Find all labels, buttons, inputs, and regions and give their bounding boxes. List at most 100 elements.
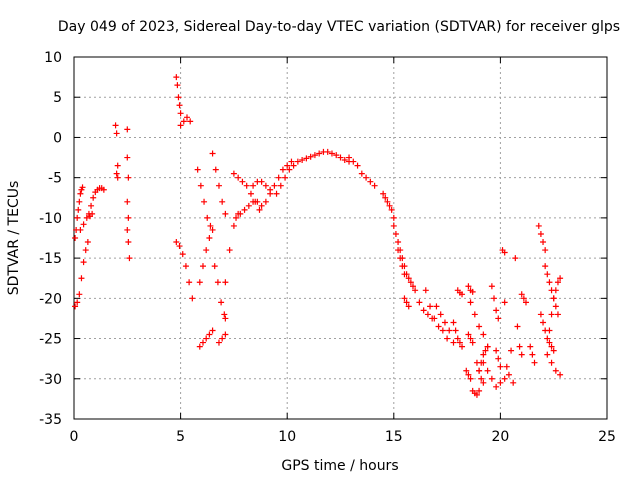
data-point (72, 235, 79, 241)
data-point (282, 174, 289, 181)
data-point (226, 247, 233, 254)
data-point (247, 190, 254, 197)
data-point (182, 263, 189, 270)
data-point (186, 279, 193, 286)
data-point (508, 347, 515, 354)
data-point (529, 351, 536, 358)
data-point (207, 222, 214, 229)
data-point (471, 311, 478, 318)
data-point (480, 379, 487, 386)
data-point (288, 158, 295, 165)
data-point (397, 255, 404, 262)
data-point (367, 178, 374, 185)
data-point (395, 239, 402, 246)
data-point (476, 387, 483, 394)
data-point (542, 263, 549, 270)
data-point (173, 239, 180, 246)
data-point (174, 82, 181, 89)
data-point (505, 371, 512, 378)
data-point (262, 182, 269, 189)
data-point (275, 174, 282, 181)
data-point (535, 222, 542, 229)
plot-frame (73, 56, 608, 420)
data-point (484, 343, 491, 350)
data-point (176, 102, 183, 109)
data-point (187, 118, 194, 125)
data-point (125, 239, 132, 246)
data-point (480, 351, 487, 358)
y-tick-label: -15 (39, 251, 62, 267)
data-point (412, 287, 419, 294)
data-point (90, 194, 97, 201)
data-point (463, 367, 470, 374)
data-point (324, 148, 331, 155)
data-point (390, 214, 397, 221)
data-point (520, 295, 527, 302)
data-point (316, 150, 323, 157)
data-point (363, 174, 370, 181)
data-point (403, 271, 410, 278)
data-point (467, 375, 474, 382)
data-point (83, 214, 90, 221)
data-point (510, 379, 517, 386)
data-point (503, 363, 510, 370)
data-point (239, 178, 246, 185)
data-point (467, 335, 474, 342)
x-tick-labels: 0 5 10 15 20 25 (70, 429, 616, 445)
data-point (203, 247, 210, 254)
data-point (243, 182, 250, 189)
data-point (546, 327, 553, 334)
data-point (124, 126, 131, 133)
data-point (79, 184, 86, 191)
data-point (527, 343, 534, 350)
data-point (516, 343, 523, 350)
y-tick-label: -5 (48, 171, 62, 187)
data-point (267, 190, 274, 197)
data-point (294, 158, 301, 165)
data-point (80, 259, 87, 266)
grid (74, 57, 607, 419)
data-point (245, 202, 252, 209)
data-point (459, 291, 466, 298)
data-point (233, 214, 240, 221)
data-point (230, 222, 237, 229)
data-point (467, 299, 474, 306)
data-point (241, 206, 248, 213)
data-point (175, 94, 182, 101)
data-point (557, 275, 564, 282)
data-point (221, 311, 228, 318)
data-point (493, 383, 500, 390)
data-point (501, 299, 508, 306)
data-point (222, 279, 229, 286)
data-point (222, 210, 229, 217)
x-tick-label: 0 (70, 429, 79, 445)
data-point (113, 170, 120, 177)
data-point (478, 375, 485, 382)
data-point (212, 166, 219, 173)
data-point (271, 182, 278, 189)
data-point (262, 198, 269, 205)
data-point (522, 299, 529, 306)
x-tick-label: 5 (176, 429, 185, 445)
data-point (537, 230, 544, 237)
data-point (204, 214, 211, 221)
data-point (311, 152, 318, 159)
data-point (173, 74, 180, 81)
data-point (537, 311, 544, 318)
data-point (550, 295, 557, 302)
data-point (196, 343, 203, 350)
data-point (183, 114, 190, 121)
data-point (497, 379, 504, 386)
data-point (80, 221, 87, 228)
data-point (407, 279, 414, 286)
data-point (303, 155, 310, 162)
data-point (206, 331, 213, 338)
data-point (552, 367, 559, 374)
data-point (180, 118, 187, 125)
y-tick-label: 0 (53, 130, 62, 146)
data-point (439, 327, 446, 334)
data-point (78, 275, 85, 282)
data-point (75, 206, 82, 213)
data-point (219, 335, 226, 342)
data-point (544, 351, 551, 358)
